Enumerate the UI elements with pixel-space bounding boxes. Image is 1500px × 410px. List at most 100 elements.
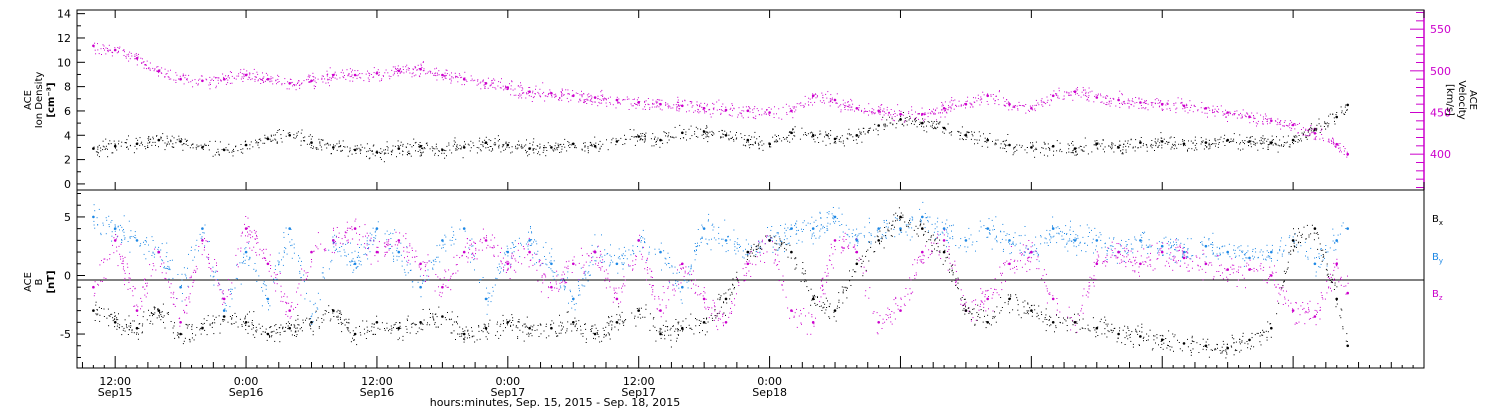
time-tick-label: 0:00 — [757, 375, 782, 388]
density-axis-title: ACE Ion Density [cm⁻³] — [23, 72, 57, 129]
field-axis-title-line2: B — [34, 278, 45, 285]
top-panel: 0 2 4 6 8 10 12 14 400 450 500 550 — [57, 8, 1451, 191]
data-point — [877, 321, 880, 324]
data-point — [310, 321, 313, 324]
data-point — [986, 297, 989, 301]
data-point — [790, 309, 793, 312]
data-point — [441, 73, 444, 77]
data-point — [1182, 142, 1186, 146]
data-point — [1270, 250, 1273, 254]
data-point — [659, 332, 662, 336]
magnetic-field-axis: -5 0 5 — [60, 193, 85, 358]
data-point — [746, 250, 750, 254]
data-point — [419, 321, 422, 324]
data-point — [1008, 102, 1011, 106]
data-point — [899, 227, 902, 230]
data-point — [397, 250, 401, 254]
data-point — [462, 250, 466, 254]
data-point — [288, 309, 292, 312]
data-point — [1095, 326, 1099, 330]
bottom-panel-frame — [76, 189, 1425, 369]
data-point — [1226, 138, 1229, 142]
data-point — [266, 297, 270, 301]
density-tick-label: 4 — [64, 129, 71, 142]
data-point — [1291, 239, 1295, 242]
data-point — [419, 285, 422, 289]
field-legend: Bx By Bz — [1432, 214, 1443, 302]
data-point — [986, 138, 989, 142]
data-point — [528, 90, 531, 93]
density-tick-label: 12 — [57, 32, 71, 45]
data-point — [506, 250, 510, 254]
data-point — [1139, 141, 1142, 144]
data-point — [724, 108, 728, 112]
data-point — [1117, 332, 1120, 336]
data-point — [288, 227, 292, 230]
data-point — [790, 109, 793, 113]
data-point — [135, 239, 139, 242]
data-point — [1117, 250, 1120, 254]
date-tick-label: Sep17 — [621, 386, 656, 399]
data-point — [702, 227, 706, 230]
data-point — [92, 309, 95, 312]
data-point — [942, 239, 946, 242]
velocity-axis-title-line2: Velocity — [1456, 80, 1467, 119]
data-point — [942, 126, 946, 130]
data-point — [1008, 143, 1011, 147]
density-axis-title-line1: ACE — [23, 90, 34, 110]
data-point — [550, 285, 553, 289]
data-point — [1204, 244, 1208, 248]
density-tick-label: 6 — [64, 105, 71, 118]
data-point — [921, 215, 924, 219]
data-point — [942, 107, 946, 110]
data-point — [441, 315, 444, 318]
data-point — [310, 250, 313, 254]
data-point — [964, 134, 968, 137]
data-point — [1051, 321, 1055, 324]
data-point — [266, 262, 270, 266]
date-tick-label: Sep18 — [752, 386, 787, 399]
velocity-tick-label: 550 — [1430, 23, 1451, 36]
field-tick-label: 0 — [64, 269, 71, 282]
data-point — [811, 134, 815, 137]
data-point — [790, 250, 793, 254]
data-point — [964, 309, 968, 312]
data-point — [768, 111, 771, 114]
data-point — [506, 321, 510, 324]
data-point — [768, 239, 771, 242]
data-point — [201, 239, 204, 242]
time-tick-label: 12:00 — [623, 375, 655, 388]
data-point — [179, 321, 182, 324]
data-point — [746, 262, 750, 266]
data-point — [135, 326, 139, 330]
density-tick-label: 10 — [57, 56, 71, 69]
data-point — [724, 239, 728, 242]
data-point — [746, 138, 750, 142]
date-tick-label: Sep16 — [229, 386, 264, 399]
data-point — [681, 262, 684, 266]
data-point — [659, 250, 662, 254]
data-point — [921, 227, 924, 230]
data-point — [310, 141, 313, 144]
density-axis-title-line3: [cm⁻³] — [46, 82, 57, 117]
data-point — [1270, 326, 1273, 330]
data-point — [702, 297, 706, 301]
data-point — [266, 137, 270, 141]
data-point — [1270, 274, 1273, 277]
data-point — [550, 326, 553, 330]
time-tick-label: 12:00 — [361, 375, 393, 388]
data-point — [1160, 250, 1164, 254]
data-point — [353, 262, 357, 266]
data-point — [441, 148, 444, 152]
data-point — [484, 297, 488, 301]
density-axis: 0 2 4 6 8 10 12 14 — [57, 8, 85, 191]
data-point — [528, 326, 531, 330]
data-point — [659, 102, 662, 106]
data-point — [1182, 342, 1186, 345]
velocity-axis-title-line3: [km/s] — [1444, 84, 1455, 116]
ion-density-series — [92, 103, 1349, 163]
data-point — [637, 135, 640, 138]
data-point — [1095, 239, 1099, 242]
data-point — [462, 332, 466, 336]
velocity-axis-title: ACE Velocity [km/s] — [1444, 80, 1478, 119]
